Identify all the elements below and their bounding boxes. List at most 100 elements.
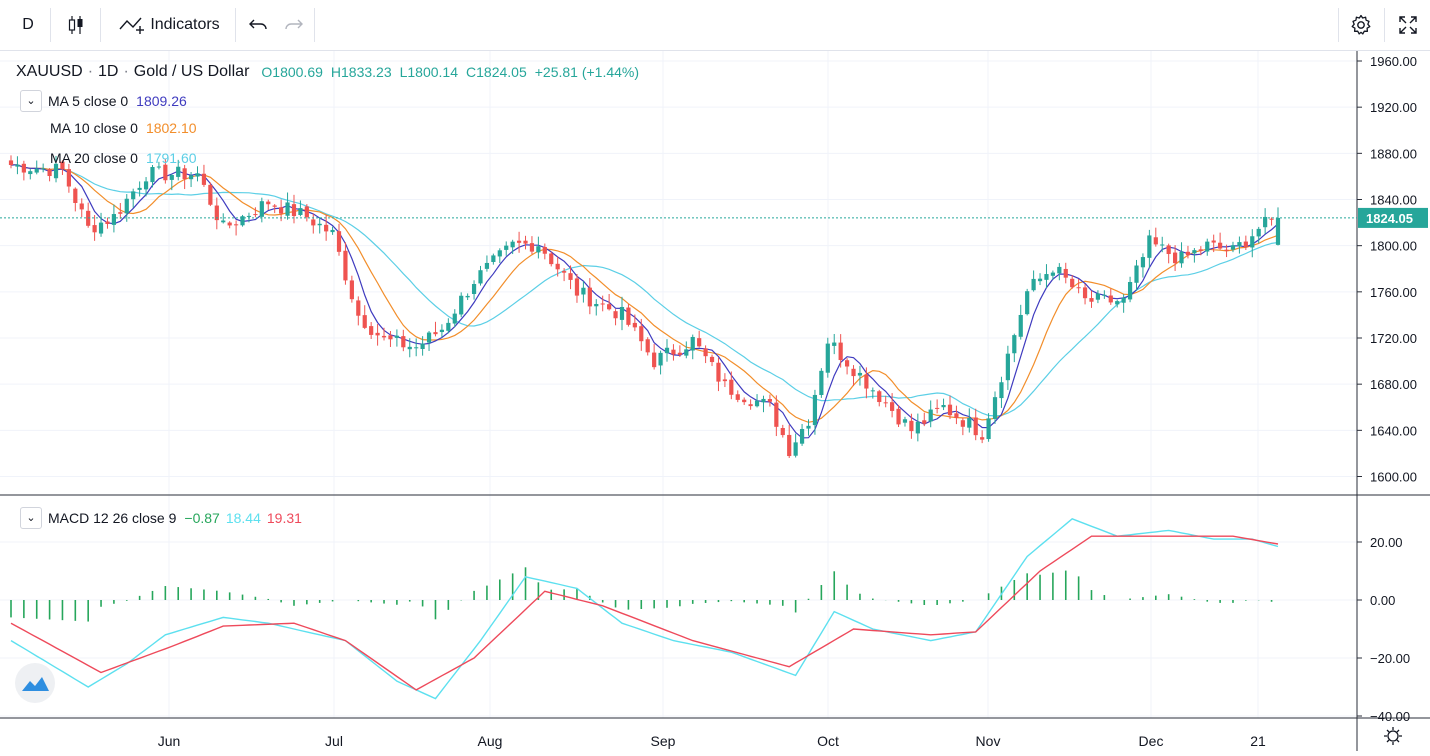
macd-axis-label: 0.00 — [1370, 593, 1395, 608]
candle-body — [935, 407, 940, 409]
candle-body — [980, 437, 985, 440]
candle — [992, 391, 998, 424]
candle — [28, 169, 33, 180]
candle-body — [324, 224, 329, 232]
candle — [857, 365, 863, 386]
candle — [484, 255, 490, 272]
candle — [709, 354, 715, 367]
candle-body — [497, 250, 502, 257]
candle-body — [729, 379, 734, 395]
gear-icon — [1351, 14, 1371, 35]
candle — [1263, 208, 1268, 234]
chart-type-button[interactable] — [54, 0, 98, 50]
candle-body — [452, 313, 457, 324]
candle-body — [1185, 251, 1191, 256]
time-axis[interactable]: Jun Jul Aug Sep Oct Nov Dec 21 — [158, 733, 1266, 749]
candle — [381, 327, 387, 341]
candle — [394, 329, 399, 347]
candle — [150, 165, 155, 188]
interval-button[interactable]: D — [8, 0, 48, 50]
candle — [1172, 245, 1178, 271]
candle — [767, 394, 773, 407]
time-axis-label: Sep — [651, 733, 676, 749]
candle-body — [619, 306, 625, 320]
candle — [999, 376, 1004, 408]
chevron-down-icon[interactable]: ⌄ — [20, 90, 42, 112]
candle — [581, 281, 586, 303]
tradingview-logo[interactable] — [15, 663, 55, 703]
candle-body — [947, 404, 953, 416]
candle — [600, 295, 605, 312]
price-axis-label: 1720.00 — [1370, 331, 1417, 346]
ma20-legend[interactable]: MA 20 close 0 1791.60 — [50, 150, 197, 166]
candle — [960, 418, 965, 436]
price-axis[interactable]: 1960.00 1920.00 1880.00 1840.00 1800.00 1760.… — [1357, 54, 1417, 724]
candle — [1218, 232, 1223, 250]
candle — [330, 226, 335, 235]
price-axis-label: 1680.00 — [1370, 377, 1417, 392]
candle-body — [658, 352, 663, 366]
redo-button[interactable] — [276, 0, 312, 50]
candle-body — [639, 326, 644, 342]
macd-legend[interactable]: ⌄ MACD 12 26 close 9 −0.87 18.44 19.31 — [20, 507, 302, 529]
candle — [793, 433, 798, 458]
candle-body — [735, 394, 740, 400]
candle-body — [928, 409, 933, 422]
candle — [729, 371, 734, 400]
candle-body — [1134, 265, 1139, 283]
time-axis-settings-button[interactable] — [1384, 727, 1402, 745]
candle-body — [259, 201, 264, 217]
candle-body — [47, 169, 52, 177]
candle-body — [21, 163, 26, 173]
fullscreen-button[interactable] — [1386, 0, 1430, 50]
candle-body — [388, 335, 393, 340]
price-axis-label: 1960.00 — [1370, 54, 1417, 69]
candle-body — [143, 181, 149, 190]
candle-body — [1063, 268, 1068, 278]
indicators-button[interactable]: Indicators — [104, 0, 232, 50]
candle-body — [291, 204, 297, 217]
ma10-legend[interactable]: MA 10 close 0 1802.10 — [50, 120, 197, 136]
candle — [915, 413, 920, 442]
candle — [259, 197, 264, 223]
candle-body — [613, 311, 618, 319]
toolbar-divider — [235, 8, 236, 42]
candle-body — [851, 368, 856, 377]
candle — [703, 345, 708, 364]
last-price-tag — [1358, 207, 1428, 228]
candle-body — [742, 399, 747, 403]
candle-body — [909, 420, 914, 432]
candle-body — [356, 300, 361, 316]
chart-area[interactable]: 1960.00 1920.00 1880.00 1840.00 1800.00 1760.… — [0, 51, 1430, 751]
last-price-marker: 1824.05 — [0, 207, 1428, 228]
undo-button[interactable] — [240, 0, 276, 50]
candle — [935, 399, 940, 414]
symbol-name[interactable]: XAUUSD — [16, 63, 83, 80]
candle — [272, 204, 277, 214]
candle — [716, 357, 721, 392]
candle-body — [471, 284, 477, 294]
candle — [324, 214, 329, 241]
candle — [825, 337, 830, 378]
indicators-label: Indicators — [150, 16, 220, 33]
candle-body — [870, 390, 875, 392]
candle — [735, 390, 740, 403]
toolbar-divider — [100, 8, 101, 42]
candle-body — [41, 168, 46, 170]
chevron-down-icon[interactable]: ⌄ — [20, 507, 42, 529]
candle — [742, 397, 747, 405]
candle-body — [60, 161, 65, 170]
chart-canvas[interactable]: 1960.00 1920.00 1880.00 1840.00 1800.00 1760.… — [0, 51, 1430, 751]
candle — [748, 399, 753, 410]
candle-body — [1198, 249, 1203, 251]
candle — [870, 387, 875, 399]
candle — [1037, 273, 1043, 286]
candle — [549, 251, 554, 267]
candle-body — [684, 349, 689, 356]
candle — [227, 221, 232, 229]
settings-button[interactable] — [1340, 0, 1382, 50]
ma5-legend[interactable]: ⌄ MA 5 close 0 1809.26 — [20, 90, 187, 112]
candle — [947, 395, 953, 420]
candle — [1025, 288, 1030, 316]
candle-body — [664, 347, 670, 354]
